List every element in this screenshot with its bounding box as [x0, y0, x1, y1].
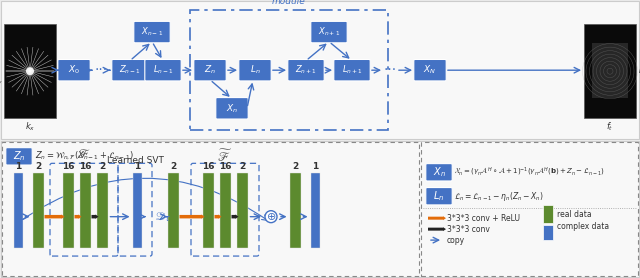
Text: $L_n$: $L_n$: [433, 189, 445, 203]
FancyBboxPatch shape: [134, 21, 170, 43]
Text: $f_t$: $f_t$: [606, 120, 614, 133]
Text: ···: ···: [383, 63, 397, 77]
FancyBboxPatch shape: [58, 59, 90, 81]
FancyArrow shape: [428, 227, 446, 231]
Bar: [168, 173, 179, 248]
Text: $Z_{n+1}$: $Z_{n+1}$: [295, 64, 317, 76]
Text: $Z_n$: $Z_n$: [204, 64, 216, 76]
FancyBboxPatch shape: [414, 59, 446, 81]
FancyArrow shape: [214, 214, 221, 219]
Text: 2: 2: [170, 162, 176, 171]
FancyBboxPatch shape: [426, 188, 452, 205]
Text: $X_N$: $X_N$: [424, 64, 436, 76]
Text: $\oplus$: $\oplus$: [266, 211, 276, 222]
Text: $k_y$: $k_y$: [0, 75, 3, 88]
Bar: [33, 173, 44, 248]
Text: 16: 16: [202, 162, 214, 171]
Text: $\widetilde{\mathscr{F}}$: $\widetilde{\mathscr{F}}$: [218, 149, 233, 165]
Text: $L_n$: $L_n$: [250, 64, 260, 76]
FancyArrow shape: [74, 214, 81, 219]
FancyArrow shape: [428, 216, 446, 220]
Text: $L_{n+1}$: $L_{n+1}$: [342, 64, 362, 76]
Bar: [79, 173, 90, 248]
Text: 16: 16: [79, 162, 92, 171]
Circle shape: [265, 211, 277, 223]
Bar: [543, 225, 553, 240]
Text: $k_x$: $k_x$: [25, 120, 35, 133]
Text: real data: real data: [557, 210, 591, 219]
Bar: [4, 24, 56, 118]
Text: The $n$-th iteration
module: The $n$-th iteration module: [249, 0, 329, 6]
Text: 16: 16: [219, 162, 231, 171]
FancyBboxPatch shape: [334, 59, 370, 81]
Text: ···: ···: [95, 63, 108, 77]
Bar: [237, 173, 248, 248]
Circle shape: [26, 67, 34, 75]
Text: $X_{n+1}$: $X_{n+1}$: [318, 26, 340, 38]
Text: copy: copy: [447, 236, 465, 245]
Text: 3*3*3 conv + ReLU: 3*3*3 conv + ReLU: [447, 214, 520, 223]
Text: 1: 1: [15, 162, 21, 171]
FancyBboxPatch shape: [6, 148, 32, 165]
FancyArrow shape: [232, 214, 239, 219]
Text: $X_n$: $X_n$: [433, 165, 445, 179]
Bar: [202, 173, 214, 248]
FancyArrow shape: [92, 214, 99, 219]
Text: $N_y$: $N_y$: [638, 65, 640, 78]
Text: $\mathscr{D}_\tau$: $\mathscr{D}_\tau$: [155, 210, 172, 224]
FancyBboxPatch shape: [194, 59, 226, 81]
Bar: [592, 43, 628, 98]
FancyArrow shape: [179, 214, 205, 219]
FancyBboxPatch shape: [288, 59, 324, 81]
Text: $X_n$: $X_n$: [226, 102, 238, 115]
Text: 3*3*3 conv: 3*3*3 conv: [447, 225, 490, 234]
FancyBboxPatch shape: [239, 59, 271, 81]
Text: $\mathcal{X}_n=(\gamma_n\mathcal{A}^H\circ\mathcal{A}+1)^{-1}(\gamma_n\mathcal{A: $\mathcal{X}_n=(\gamma_n\mathcal{A}^H\ci…: [454, 166, 605, 178]
Bar: [584, 24, 636, 118]
Text: $L_{n-1}$: $L_{n-1}$: [153, 64, 173, 76]
Text: $Z_n$: $Z_n$: [13, 150, 26, 163]
Text: 2: 2: [35, 162, 41, 171]
Text: 16: 16: [61, 162, 74, 171]
Bar: [13, 173, 22, 248]
FancyBboxPatch shape: [311, 21, 347, 43]
Text: $\mathscr{F}$: $\mathscr{F}$: [77, 148, 91, 161]
FancyArrow shape: [45, 214, 65, 219]
Text: Learned SVT: Learned SVT: [107, 156, 163, 165]
Bar: [543, 205, 553, 223]
Text: $X_{n-1}$: $X_{n-1}$: [141, 26, 163, 38]
Text: $X_0$: $X_0$: [68, 64, 80, 76]
Bar: [97, 173, 108, 248]
Text: 2: 2: [239, 162, 245, 171]
Text: 2: 2: [292, 162, 298, 171]
Text: $\mathcal{L}_n=\mathcal{L}_{n-1}-\eta_n(Z_n-X_n)$: $\mathcal{L}_n=\mathcal{L}_{n-1}-\eta_n(…: [454, 190, 543, 203]
Bar: [132, 173, 141, 248]
FancyBboxPatch shape: [112, 59, 148, 81]
Text: $Z_n = \mathcal{W}_{n,\mathcal{F}}(X_{n-1}+\mathcal{L}_{n-1})$: $Z_n = \mathcal{W}_{n,\mathcal{F}}(X_{n-…: [35, 150, 134, 162]
Bar: [289, 173, 301, 248]
Text: complex data: complex data: [557, 222, 609, 232]
Text: $f_t$: $f_t$: [0, 58, 3, 65]
FancyBboxPatch shape: [145, 59, 181, 81]
Text: $Z_{n-1}$: $Z_{n-1}$: [119, 64, 141, 76]
Text: 1: 1: [312, 162, 318, 171]
Bar: [63, 173, 74, 248]
Text: 2: 2: [99, 162, 105, 171]
FancyBboxPatch shape: [426, 164, 452, 181]
Bar: [310, 173, 319, 248]
Text: 1: 1: [134, 162, 140, 171]
Bar: [220, 173, 230, 248]
FancyBboxPatch shape: [216, 98, 248, 119]
